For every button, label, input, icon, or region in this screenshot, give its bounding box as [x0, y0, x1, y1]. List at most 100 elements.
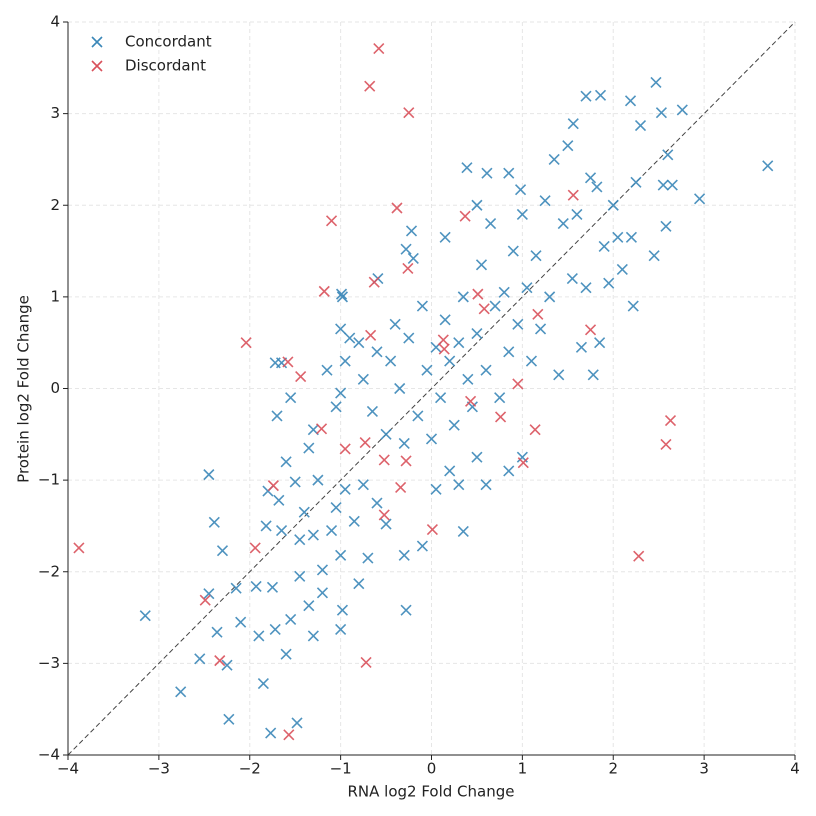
point	[211, 626, 223, 638]
point	[494, 392, 506, 404]
point	[494, 411, 507, 423]
point	[603, 277, 615, 289]
x-axis-label: RNA log2 Fold Change	[347, 783, 514, 801]
point	[514, 184, 527, 196]
point	[235, 616, 247, 628]
point	[598, 240, 610, 253]
point	[194, 653, 206, 665]
point	[534, 323, 547, 335]
point	[335, 387, 347, 399]
x-tick-label: −2	[239, 760, 261, 778]
point	[507, 245, 519, 257]
point	[371, 346, 383, 358]
point	[530, 250, 542, 262]
point	[438, 343, 450, 355]
point	[694, 193, 706, 205]
point	[594, 89, 607, 101]
point	[666, 179, 678, 191]
point	[521, 282, 533, 294]
point	[439, 314, 451, 326]
point	[575, 341, 588, 353]
y-axis-label: Protein log2 Fold Change	[15, 295, 33, 483]
point	[512, 378, 524, 390]
point	[335, 623, 347, 636]
point	[557, 218, 569, 230]
point	[627, 300, 639, 312]
point	[655, 107, 667, 119]
point	[516, 208, 528, 220]
point	[525, 355, 538, 367]
x-tick-label: 4	[790, 760, 800, 778]
point	[365, 329, 377, 341]
point	[437, 334, 449, 346]
point	[285, 392, 297, 404]
x-tick-label: 3	[699, 760, 709, 778]
point	[208, 516, 220, 528]
point	[353, 578, 365, 590]
point	[657, 179, 669, 191]
point	[357, 479, 369, 491]
point	[285, 613, 297, 625]
point	[580, 282, 592, 294]
x-tick-label: 2	[608, 760, 618, 778]
point	[594, 337, 606, 349]
point	[471, 327, 483, 340]
x-tick-label: −3	[148, 760, 170, 778]
point	[249, 542, 261, 554]
point	[630, 176, 642, 188]
point	[567, 118, 579, 130]
point	[339, 443, 351, 455]
point	[273, 494, 285, 506]
point	[391, 202, 403, 214]
point	[489, 300, 501, 312]
point	[312, 474, 324, 486]
point	[444, 355, 456, 367]
point	[624, 95, 637, 107]
x-tick-label: −1	[330, 760, 352, 778]
y-tick-label: 3	[50, 104, 60, 122]
point	[439, 231, 451, 243]
point	[503, 346, 515, 358]
point	[444, 465, 456, 477]
point	[325, 524, 338, 537]
legend-marker	[91, 60, 103, 72]
legend-label: Discordant	[125, 57, 206, 75]
y-tick-label: 2	[50, 196, 60, 214]
point	[73, 542, 85, 554]
point	[199, 594, 211, 606]
point	[330, 502, 342, 514]
point	[364, 80, 376, 92]
point	[282, 356, 294, 368]
point	[389, 318, 401, 330]
point	[280, 648, 292, 660]
point	[267, 480, 279, 492]
point	[336, 291, 349, 303]
point	[553, 369, 565, 381]
point	[402, 262, 414, 275]
point	[475, 259, 488, 271]
point	[400, 604, 412, 616]
point	[453, 337, 465, 349]
point	[280, 456, 292, 468]
point	[380, 428, 392, 440]
point	[403, 332, 415, 344]
point	[416, 300, 428, 312]
point	[532, 308, 544, 320]
point	[336, 604, 349, 616]
point	[471, 451, 483, 463]
point	[762, 160, 774, 172]
point	[353, 337, 365, 349]
point	[269, 623, 281, 636]
point	[175, 686, 187, 698]
y-tick-label: 4	[50, 13, 60, 31]
y-tick-label: −4	[38, 746, 60, 764]
y-tick-label: −1	[38, 471, 60, 489]
point	[378, 454, 390, 466]
point	[544, 291, 556, 303]
point	[339, 355, 351, 367]
point	[407, 252, 419, 264]
point	[662, 149, 674, 161]
point	[426, 524, 438, 536]
point	[380, 518, 392, 530]
point	[503, 167, 515, 179]
